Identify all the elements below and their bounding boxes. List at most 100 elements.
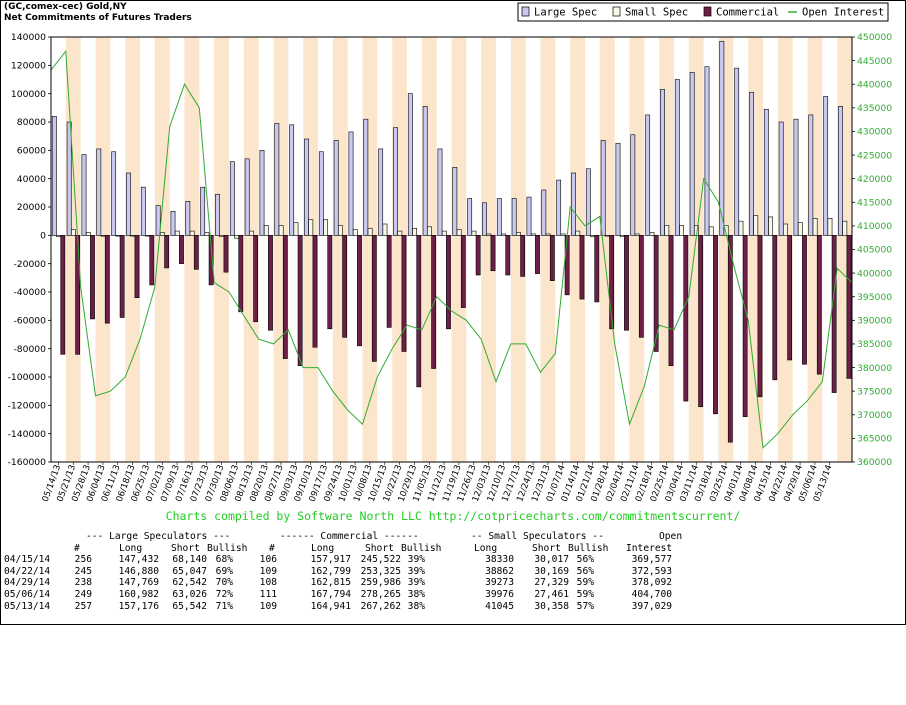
large-spec-bar [51, 116, 57, 236]
stats-cell-ls-short: 65,542 [172, 600, 207, 612]
small-spec-bar [530, 233, 536, 236]
small-spec-bar [56, 235, 62, 238]
small-spec-bar [664, 225, 670, 236]
commercial-bar [342, 235, 348, 338]
stats-cell-date: 04/29/14 [4, 577, 51, 589]
commercial-bar [520, 235, 526, 277]
large-spec-bar [526, 196, 532, 236]
stats-cell-ss-bull: 59% [576, 577, 594, 589]
large-spec-bar [140, 186, 146, 236]
stats-table: --- Large Speculators --- ------ Commerc… [4, 531, 682, 612]
commercial-bar [134, 235, 140, 298]
stats-cell-c-num: 109 [259, 600, 277, 612]
stats-cell-ls-bull: 69% [215, 565, 233, 577]
small-spec-bar [249, 230, 254, 236]
stats-cell-ls-short: 68,140 [172, 554, 207, 566]
header-num-1: # [74, 542, 80, 554]
large-spec-bar [793, 118, 799, 236]
stats-cell-c-short: 267,262 [360, 600, 401, 612]
small-spec-bar [174, 230, 180, 236]
period-band [481, 37, 496, 462]
right-axis-tick-label: 405000 [857, 245, 892, 256]
small-spec-bar [605, 235, 610, 237]
commercial-bar [401, 235, 407, 352]
period-band [540, 37, 556, 462]
large-spec-bar [823, 96, 829, 236]
large-spec-bar [541, 189, 547, 236]
commercial-bar [238, 235, 244, 313]
stats-cell-ls-bull: 68% [215, 554, 233, 566]
small-spec-bar [486, 233, 492, 236]
stats-cell-c-bull: 39% [407, 577, 425, 589]
large-spec-bar [422, 106, 428, 236]
stats-cell-ls-num: 257 [74, 600, 92, 612]
commercial-bar [357, 235, 362, 347]
cot-chart: 140000 120000 100000 80000 60000 40000 20000 0 -… [8, 2, 892, 503]
header-open: Open [659, 531, 683, 542]
stats-cell-ls-bull: 72% [215, 588, 233, 600]
right-axis-tick-label: 425000 [857, 150, 892, 161]
stats-row: 04/29/14 238 147,769 62,542 70% 108 162,815 259… [4, 577, 672, 589]
stats-cell-c-long: 164,941 [310, 600, 351, 612]
commercial-bar [164, 235, 170, 269]
commercial-bar [802, 235, 807, 365]
small-spec-bar [441, 230, 447, 236]
small-spec-bar [85, 232, 91, 236]
stats-cell-ss-long: 38330 [485, 554, 514, 566]
small-spec-bar [753, 215, 759, 236]
chart-subtitle: Net Commitments of Futures Traders [4, 13, 192, 23]
stats-cell-ss-short: 30,169 [534, 565, 569, 577]
period-band [154, 37, 170, 462]
right-axis-tick-label: 435000 [857, 103, 892, 114]
chart-titles: (GC,comex-cec) Gold,NY Net Commitments o… [4, 2, 192, 24]
stats-cell-ls-num: 256 [74, 554, 92, 566]
large-spec-bar [482, 202, 487, 236]
small-spec-bar [797, 222, 803, 236]
large-spec-bar [244, 158, 250, 236]
stats-cell-c-long: 157,917 [310, 554, 351, 566]
right-axis-tick-label: 360000 [857, 457, 892, 468]
small-spec-bar [71, 229, 76, 236]
large-spec-bar [81, 154, 87, 236]
header-interest: Interest [626, 542, 673, 554]
large-spec-bar [763, 108, 769, 236]
open-interest-line [50, 49, 853, 449]
stats-body: 04/15/14 256 147,432 68,140 68% 106 157,917 245… [4, 554, 672, 612]
right-axis-tick-label: 450000 [857, 32, 892, 43]
stats-cell-ss-long: 38862 [485, 565, 514, 577]
stats-row: 04/22/14 245 146,880 65,047 69% 109 162,799 253… [4, 566, 672, 578]
stats-header-row-2: # Long Short Bullish # Long Short Bullis… [4, 543, 672, 555]
commercial-bar [208, 235, 214, 286]
commercial-bar [193, 235, 199, 270]
commercial-bar [223, 235, 229, 273]
large-spec-bar [496, 198, 502, 236]
large-spec-bar [304, 138, 309, 236]
large-spec-bar [96, 148, 102, 236]
large-spec-bar [318, 151, 324, 236]
stats-cell-ls-long: 146,880 [118, 565, 159, 577]
left-axis-tick-label: 60000 [17, 146, 46, 157]
small-spec-bar [338, 225, 343, 236]
stats-cell-oi: 404,700 [631, 588, 672, 600]
small-spec-bar [323, 219, 329, 236]
header-large-speculators: --- Large Speculators --- [86, 531, 231, 542]
commercial-bar [594, 235, 600, 303]
right-axis-tick-label: 380000 [857, 363, 892, 374]
commercial-bar [179, 235, 184, 264]
stats-cell-c-bull: 39% [407, 554, 425, 566]
header-short-1: Short [171, 542, 200, 554]
left-axis-tick-label: 140000 [11, 32, 46, 43]
stats-cell-c-short: 245,522 [360, 554, 401, 566]
small-spec-bar [708, 226, 714, 236]
large-spec-bar [215, 193, 220, 236]
commercial-bar [416, 235, 422, 388]
period-band [510, 37, 526, 462]
legend-swatch-large-spec [521, 6, 530, 17]
large-spec-bar [378, 148, 384, 236]
commercial-bar [371, 235, 377, 362]
small-spec-bar [634, 233, 640, 236]
commercial-bar [446, 235, 451, 330]
large-spec-bar [808, 114, 814, 236]
small-spec-bar [293, 222, 299, 236]
stats-cell-c-bull: 38% [407, 600, 425, 612]
